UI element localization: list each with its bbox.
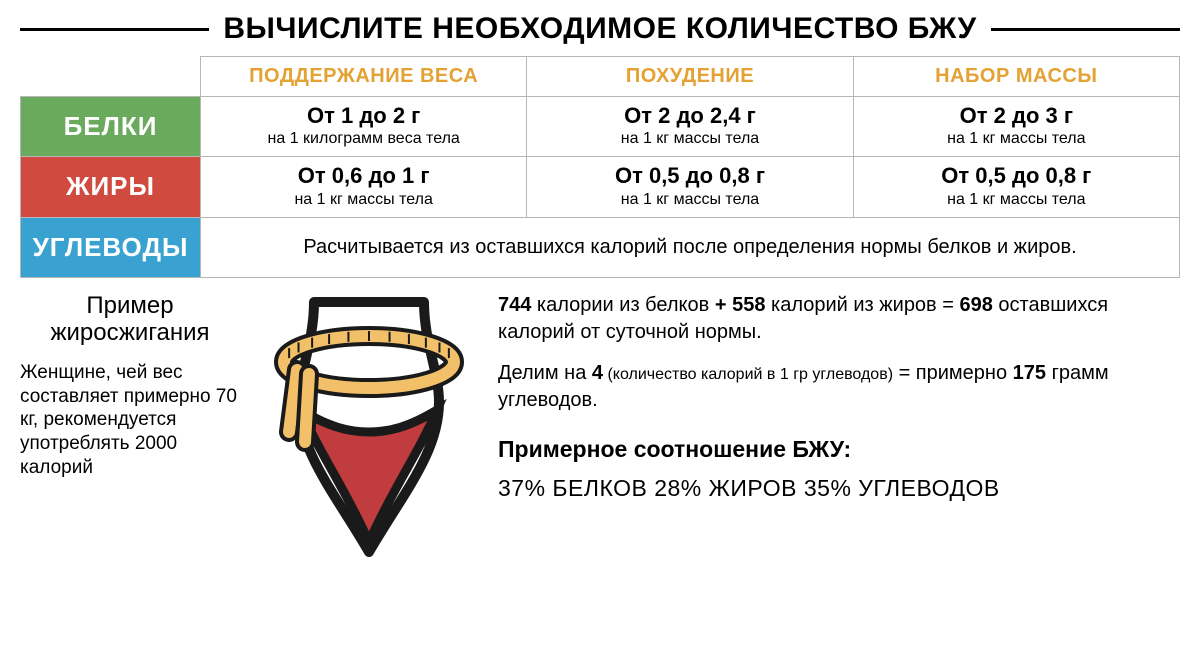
- cell-sub: на 1 кг массы тела: [531, 191, 848, 209]
- goal-header-maintain: ПОДДЕРЖАНИЕ ВЕСА: [201, 57, 527, 97]
- cell-sub: на 1 кг массы тела: [858, 130, 1175, 148]
- goal-header-gain: НАБОР МАССЫ: [853, 57, 1179, 97]
- page-title-row: ВЫЧИСЛИТЕ НЕОБХОДИМОЕ КОЛИЧЕСТВО БЖУ: [20, 12, 1180, 46]
- cell-main: От 0,5 до 0,8 г: [531, 163, 848, 188]
- val-protein-cal: 744: [498, 294, 531, 316]
- ratio-body: 37% БЕЛКОВ 28% ЖИРОВ 35% УГЛЕВОДОВ: [498, 473, 1180, 504]
- calc-column: 744 калории из белков + 558 калорий из ж…: [498, 292, 1180, 572]
- row-carb: УГЛЕВОДЫ Расчитывается из оставшихся кал…: [21, 217, 1180, 277]
- rowlabel-carb: УГЛЕВОДЫ: [21, 217, 201, 277]
- txt: калории из белков: [531, 294, 714, 316]
- plus: +: [715, 294, 732, 316]
- waist-icon: [259, 292, 479, 572]
- cell-protein-maintain: От 1 до 2 г на 1 килограмм веса тела: [201, 97, 527, 157]
- cell-main: От 0,5 до 0,8 г: [858, 163, 1175, 188]
- cell-fat-gain: От 0,5 до 0,8 г на 1 кг массы тела: [853, 157, 1179, 217]
- val-divide: 4: [592, 362, 603, 384]
- cell-protein-gain: От 2 до 3 г на 1 кг массы тела: [853, 97, 1179, 157]
- ratio-title: Примерное соотношение БЖУ:: [498, 434, 1180, 465]
- blank-corner: [21, 57, 201, 97]
- macro-table: ПОДДЕРЖАНИЕ ВЕСА ПОХУДЕНИЕ НАБОР МАССЫ Б…: [20, 56, 1180, 278]
- cell-sub: на 1 кг массы тела: [205, 191, 522, 209]
- txt-note: (количество калорий в 1 гр углеводов): [603, 366, 893, 383]
- bottom-section: Пример жиросжигания Женщине, чей вес сос…: [20, 292, 1180, 572]
- example-body: Женщине, чей вес составляет примерно 70 …: [20, 361, 240, 480]
- val-remain: 698: [959, 294, 992, 316]
- cell-fat-loss: От 0,5 до 0,8 г на 1 кг массы тела: [527, 157, 853, 217]
- txt: = примерно: [893, 362, 1013, 384]
- waist-illustration: [254, 292, 484, 572]
- val-carbs-g: 175: [1013, 362, 1046, 384]
- title-rule-right: [991, 28, 1180, 31]
- row-fat: ЖИРЫ От 0,6 до 1 г на 1 кг массы тела От…: [21, 157, 1180, 217]
- txt: Делим на: [498, 362, 592, 384]
- cell-fat-maintain: От 0,6 до 1 г на 1 кг массы тела: [201, 157, 527, 217]
- cell-main: От 2 до 2,4 г: [531, 103, 848, 128]
- val-fat-cal: 558: [732, 294, 765, 316]
- cell-main: От 0,6 до 1 г: [205, 163, 522, 188]
- cell-sub: на 1 килограмм веса тела: [205, 130, 522, 148]
- example-column: Пример жиросжигания Женщине, чей вес сос…: [20, 292, 240, 572]
- cell-main: От 1 до 2 г: [205, 103, 522, 128]
- rowlabel-protein: БЕЛКИ: [21, 97, 201, 157]
- calc-line-2: Делим на 4 (количество калорий в 1 гр уг…: [498, 360, 1180, 414]
- cell-sub: на 1 кг массы тела: [858, 191, 1175, 209]
- txt: калорий из жиров =: [765, 294, 959, 316]
- goal-header-loss: ПОХУДЕНИЕ: [527, 57, 853, 97]
- title-rule-left: [20, 28, 209, 31]
- cell-main: От 2 до 3 г: [858, 103, 1175, 128]
- rowlabel-fat: ЖИРЫ: [21, 157, 201, 217]
- page-title: ВЫЧИСЛИТЕ НЕОБХОДИМОЕ КОЛИЧЕСТВО БЖУ: [209, 12, 990, 46]
- cell-carb-note: Расчитывается из оставшихся калорий посл…: [201, 217, 1180, 277]
- example-title: Пример жиросжигания: [20, 292, 240, 347]
- calc-line-1: 744 калории из белков + 558 калорий из ж…: [498, 292, 1180, 346]
- row-protein: БЕЛКИ От 1 до 2 г на 1 килограмм веса те…: [21, 97, 1180, 157]
- cell-protein-loss: От 2 до 2,4 г на 1 кг массы тела: [527, 97, 853, 157]
- cell-sub: на 1 кг массы тела: [531, 130, 848, 148]
